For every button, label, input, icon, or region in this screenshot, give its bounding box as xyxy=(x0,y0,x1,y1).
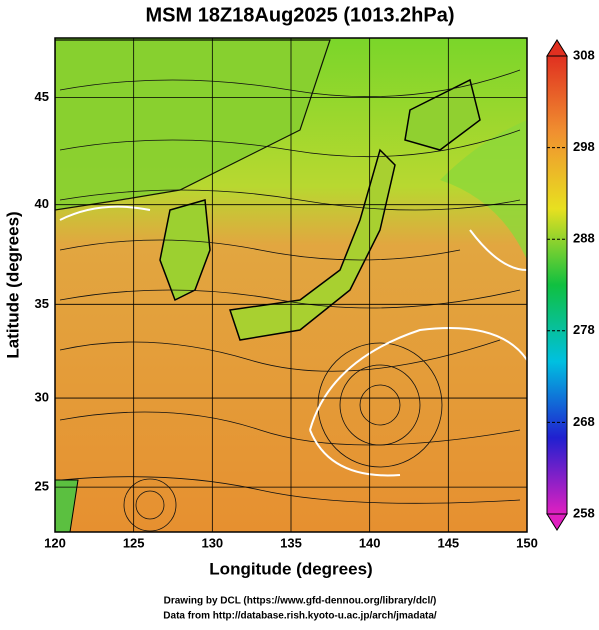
grid xyxy=(54,38,528,532)
y-tick-label: 45 xyxy=(35,89,49,104)
x-tick-label: 120 xyxy=(44,535,66,550)
colorbar-bottom xyxy=(546,513,568,531)
x-tick-label: 135 xyxy=(280,535,302,550)
chart-title: MSM 18Z18Aug2025 (1013.2hPa) xyxy=(145,4,454,26)
colorbar-tick-label: 258 xyxy=(573,505,595,520)
y-tick-label: 25 xyxy=(35,479,49,494)
y-axis-label: Latitude (degrees) xyxy=(3,211,22,358)
colorbar-top xyxy=(546,39,568,57)
x-tick-label: 140 xyxy=(359,535,381,550)
footer-line: Data from http://database.rish.kyoto-u.a… xyxy=(163,611,437,622)
colorbar-tick-label: 278 xyxy=(573,322,595,337)
x-tick-label: 145 xyxy=(437,535,459,550)
colorbar-tick-label: 288 xyxy=(573,231,595,246)
x-tick-label: 130 xyxy=(201,535,223,550)
plot-frame xyxy=(54,37,528,533)
y-tick-label: 35 xyxy=(35,296,49,311)
footer-line: Drawing by DCL (https://www.gfd-dennou.o… xyxy=(164,596,437,607)
x-tick-label: 150 xyxy=(516,535,538,550)
y-tick-label: 30 xyxy=(35,389,49,404)
y-tick-label: 40 xyxy=(35,196,49,211)
colorbar-tick-label: 298 xyxy=(573,139,595,154)
x-axis-label: Longitude (degrees) xyxy=(209,559,372,578)
colorbar-tick-label: 268 xyxy=(573,414,595,429)
colorbar-tick-label: 308 xyxy=(573,47,595,62)
x-tick-label: 125 xyxy=(123,535,145,550)
colorbar xyxy=(546,55,568,515)
